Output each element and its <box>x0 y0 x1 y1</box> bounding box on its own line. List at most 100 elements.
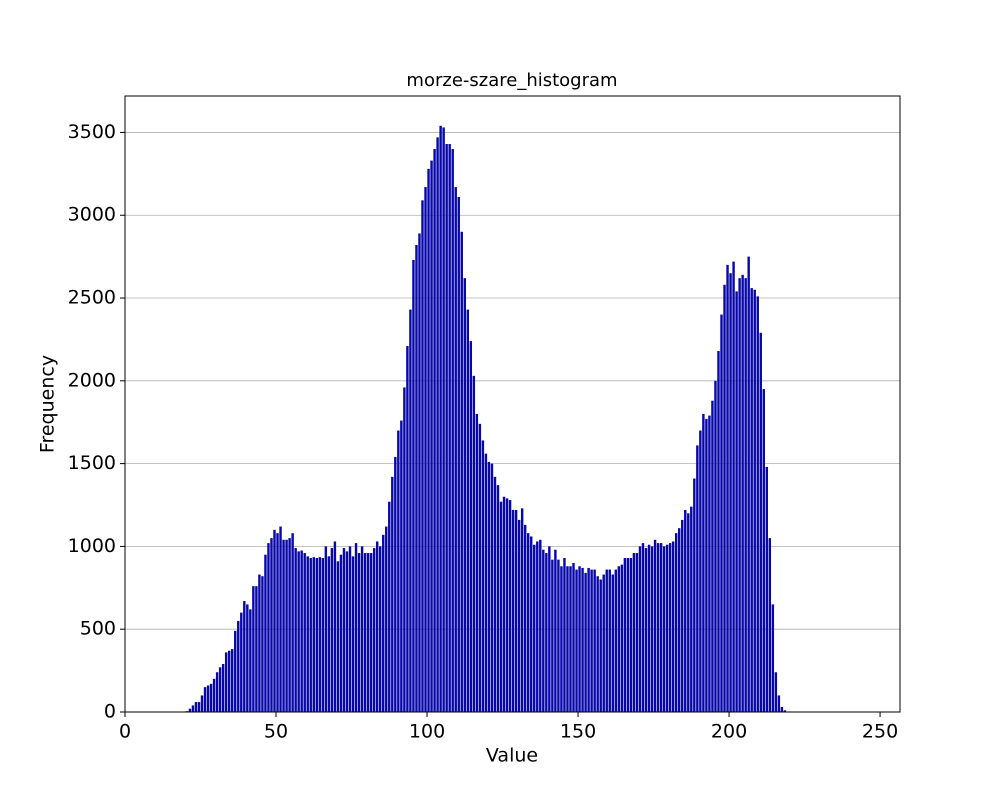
bar <box>231 649 234 712</box>
bar <box>593 569 596 712</box>
bar <box>702 413 705 712</box>
bar <box>406 346 409 712</box>
bar <box>460 231 463 712</box>
y-tick-label: 3500 <box>68 121 116 143</box>
bar <box>705 418 708 712</box>
bar <box>687 513 690 712</box>
bar <box>487 461 491 712</box>
bar <box>454 187 457 713</box>
bar <box>300 550 303 712</box>
bar <box>708 415 711 712</box>
bar <box>288 538 291 712</box>
bar <box>496 485 500 712</box>
bar <box>759 332 762 712</box>
bar <box>240 612 243 712</box>
bar <box>584 572 587 712</box>
bar <box>194 702 198 712</box>
bar <box>690 506 693 712</box>
bar <box>351 556 355 712</box>
bar <box>457 197 460 713</box>
bar <box>741 274 744 712</box>
bar <box>671 541 675 712</box>
y-tick-label: 2000 <box>68 369 116 391</box>
bar <box>711 400 714 712</box>
bar <box>197 702 201 712</box>
bar <box>505 498 509 712</box>
bar <box>336 561 340 712</box>
bar <box>369 553 373 712</box>
bar <box>475 413 479 712</box>
bar <box>312 557 315 712</box>
bar <box>684 509 687 712</box>
bar <box>566 566 569 712</box>
bar <box>530 536 533 712</box>
bar <box>623 558 627 712</box>
bar <box>421 200 424 713</box>
bar <box>430 160 433 713</box>
bar <box>412 259 415 712</box>
bar <box>442 127 445 713</box>
bar <box>388 501 391 712</box>
bar <box>439 125 442 712</box>
bar <box>366 553 370 712</box>
bar <box>203 687 207 712</box>
bar <box>732 261 735 712</box>
bar <box>333 541 337 712</box>
bar <box>234 630 237 712</box>
bar <box>605 569 608 712</box>
y-tick-label: 1000 <box>68 535 116 557</box>
bar <box>469 341 473 712</box>
x-tick-label: 50 <box>264 721 288 743</box>
bar <box>484 453 488 712</box>
bar <box>472 375 476 712</box>
bar <box>294 548 297 712</box>
bar <box>548 546 551 712</box>
y-tick-label: 0 <box>104 701 116 723</box>
x-tick-label: 200 <box>711 721 747 743</box>
bar <box>545 553 548 712</box>
bar <box>279 526 282 712</box>
bar <box>273 529 276 712</box>
bar <box>569 566 572 712</box>
bar <box>303 553 306 712</box>
bar <box>360 546 364 712</box>
bar <box>599 579 602 712</box>
bar <box>602 574 605 712</box>
bar <box>436 137 439 713</box>
x-tick-label: 100 <box>409 721 445 743</box>
bar <box>756 296 759 712</box>
bar <box>665 544 669 712</box>
bar <box>246 604 249 712</box>
bar <box>780 707 784 712</box>
bar <box>714 380 717 712</box>
bar <box>379 546 382 712</box>
bar <box>563 558 566 712</box>
bar <box>397 430 400 712</box>
bar <box>735 291 738 712</box>
bar <box>385 526 388 712</box>
bar <box>218 667 222 712</box>
bar <box>249 609 252 712</box>
bar <box>536 541 539 712</box>
bar <box>656 543 660 712</box>
bar <box>327 556 331 712</box>
bar <box>445 144 448 713</box>
bar <box>415 245 418 712</box>
bar <box>723 284 726 712</box>
bar <box>276 533 279 712</box>
bar <box>291 533 294 712</box>
bar <box>771 604 775 712</box>
bar <box>678 528 681 712</box>
bar <box>750 288 753 712</box>
bar <box>433 148 436 712</box>
bar <box>650 546 654 712</box>
bar <box>596 576 599 712</box>
bar <box>237 620 240 712</box>
y-axis-label: Frequency <box>37 355 59 453</box>
bar <box>674 533 678 712</box>
bar <box>357 553 361 712</box>
bar <box>523 524 527 712</box>
bar <box>339 554 343 712</box>
bar <box>478 423 482 712</box>
